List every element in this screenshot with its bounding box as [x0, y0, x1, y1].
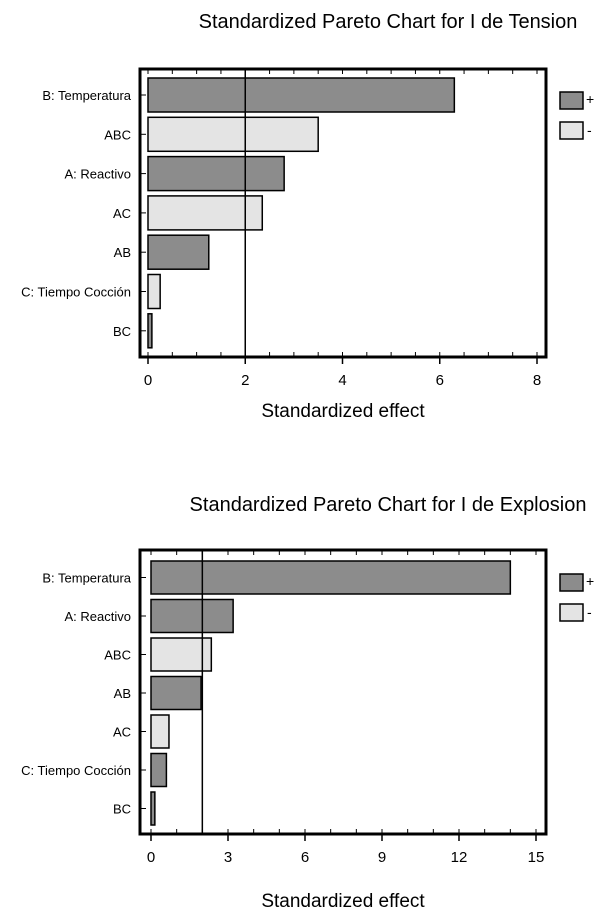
x-tick-label: 15 — [528, 849, 545, 866]
bar-c-tiempo-cocci-n — [147, 273, 161, 310]
category-label: B: Temperatura — [42, 571, 131, 586]
plot-frame — [138, 548, 548, 836]
bar-b-temperatura — [147, 77, 456, 113]
legend-label-negative: - — [587, 122, 592, 138]
category-label: ABC — [104, 648, 131, 663]
x-tick-label: 0 — [144, 372, 152, 389]
legend-swatch-negative — [559, 121, 584, 140]
category-label: A: Reactivo — [65, 167, 131, 182]
category-label: A: Reactivo — [65, 609, 131, 624]
x-tick-label: 6 — [436, 372, 444, 389]
category-label: B: Temperatura — [42, 88, 131, 103]
bar-ab — [147, 234, 210, 270]
x-tick-label: 2 — [241, 372, 249, 389]
bar-abc — [150, 637, 213, 672]
legend-label-negative: - — [587, 604, 592, 620]
bar-c-tiempo-cocci-n — [150, 752, 168, 788]
x-tick-label: 0 — [147, 849, 155, 866]
category-label: ABC — [104, 127, 131, 142]
category-label: C: Tiempo Cocción — [21, 285, 131, 300]
x-tick-label: 9 — [378, 849, 386, 866]
bar-bc — [147, 313, 153, 349]
legend-label-positive: + — [586, 91, 594, 107]
chart-title: Standardized Pareto Chart for I de Tensi… — [199, 11, 578, 33]
bar-abc — [147, 116, 319, 153]
bar-a-reactivo — [150, 598, 234, 634]
category-label: BC — [113, 802, 131, 817]
category-label: C: Tiempo Cocción — [21, 763, 131, 778]
x-tick-label: 6 — [301, 849, 309, 866]
chart-title: Standardized Pareto Chart for I de Explo… — [190, 494, 587, 516]
bar-a-reactivo — [147, 155, 285, 192]
bar-ac — [150, 714, 170, 749]
x-axis-label: Standardized effect — [261, 891, 425, 912]
category-label: AC — [113, 206, 131, 221]
category-label: AB — [114, 686, 131, 701]
category-label: AC — [113, 725, 131, 740]
x-tick-label: 3 — [224, 849, 232, 866]
bar-ab — [150, 675, 202, 711]
x-tick-label: 12 — [451, 849, 468, 866]
bar-ac — [147, 195, 264, 231]
x-axis-label: Standardized effect — [261, 401, 425, 422]
legend-swatch-positive — [559, 91, 584, 110]
x-tick-label: 4 — [338, 372, 346, 389]
bar-bc — [150, 791, 156, 826]
legend-label-positive: + — [586, 573, 594, 589]
category-label: AB — [114, 245, 131, 260]
bar-b-temperatura — [150, 560, 512, 595]
legend-swatch-positive — [559, 573, 584, 592]
category-label: BC — [113, 324, 131, 339]
legend-swatch-negative — [559, 603, 584, 622]
x-tick-label: 8 — [533, 372, 541, 389]
